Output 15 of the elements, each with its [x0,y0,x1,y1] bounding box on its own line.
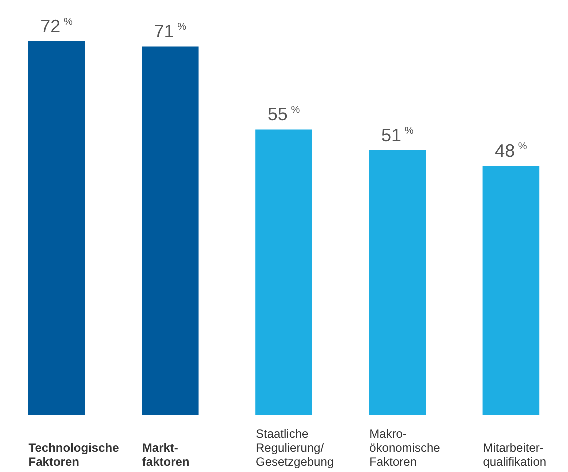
x-tick-label: Staatliche Regulierung/ Gesetzgebung [256,427,334,469]
bar [28,42,86,415]
data-label: 72 % [40,16,74,36]
bar [142,46,199,415]
bar [369,150,426,415]
data-label: 71 % [154,22,187,42]
x-tick-label: Mitarbeiter- qualifikation [483,441,547,469]
x-tick-label: Makro- ökonomische Faktoren [370,427,441,469]
data-label: 48 % [495,141,528,161]
data-label: 51 % [381,125,414,146]
x-tick-label: Technologische Faktoren [28,441,120,469]
bar [482,166,540,415]
x-tick-label: Markt- faktoren [142,441,190,469]
bar [256,130,312,415]
data-label: 55 % [268,104,300,125]
